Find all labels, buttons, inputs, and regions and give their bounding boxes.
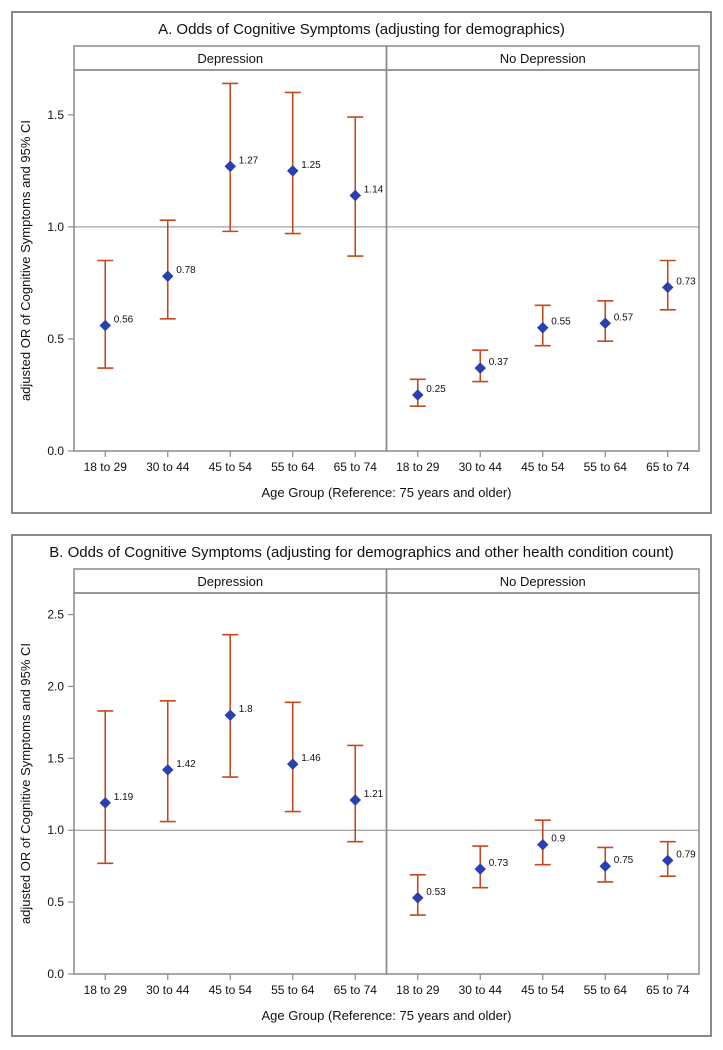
y-tick-label: 1.5: [47, 751, 64, 765]
data-marker: [662, 855, 673, 866]
x-tick-label: 18 to 29: [396, 460, 440, 474]
value-label: 1.21: [364, 789, 384, 800]
x-tick-label: 30 to 44: [459, 983, 503, 997]
y-tick-label: 2.5: [47, 608, 64, 622]
data-marker: [537, 322, 548, 333]
value-label: 0.9: [551, 834, 565, 845]
x-tick-label: 65 to 74: [334, 983, 378, 997]
y-tick-label: 2.0: [47, 679, 64, 693]
x-axis-label: Age Group (Reference: 75 years and older…: [261, 485, 511, 500]
x-tick-label: 30 to 44: [146, 983, 190, 997]
x-axis-label: Age Group (Reference: 75 years and older…: [261, 1008, 511, 1023]
x-tick-label: 45 to 54: [209, 983, 253, 997]
value-label: 0.57: [614, 312, 634, 323]
x-tick-label: 18 to 29: [396, 983, 440, 997]
data-marker: [287, 165, 298, 176]
y-tick-label: 0.5: [47, 332, 64, 346]
panel-title: B. Odds of Cognitive Symptoms (adjusting…: [49, 544, 674, 561]
y-tick-label: 0.5: [47, 895, 64, 909]
value-label: 1.42: [176, 759, 196, 770]
x-tick-label: 30 to 44: [146, 460, 190, 474]
value-label: 1.25: [301, 160, 321, 171]
data-marker: [225, 710, 236, 721]
panel-b-chart: B. Odds of Cognitive Symptoms (adjusting…: [10, 533, 713, 1038]
y-tick-label: 0.0: [47, 967, 64, 981]
data-marker: [662, 282, 673, 293]
data-marker: [412, 892, 423, 903]
x-tick-label: 65 to 74: [646, 460, 690, 474]
y-axis-label: adjusted OR of Cognitive Symptoms and 95…: [18, 643, 33, 924]
data-marker: [537, 839, 548, 850]
data-marker: [287, 759, 298, 770]
data-marker: [100, 797, 111, 808]
value-label: 0.79: [676, 849, 696, 860]
value-label: 0.75: [614, 855, 634, 866]
x-tick-label: 65 to 74: [334, 460, 378, 474]
value-label: 0.55: [551, 317, 571, 328]
value-label: 0.53: [426, 887, 446, 898]
panel-a-chart: A. Odds of Cognitive Symptoms (adjusting…: [10, 10, 713, 515]
x-tick-label: 55 to 64: [584, 983, 628, 997]
value-label: 0.73: [489, 858, 509, 869]
y-tick-label: 1.0: [47, 823, 64, 837]
x-tick-label: 18 to 29: [84, 460, 128, 474]
panel-title: A. Odds of Cognitive Symptoms (adjusting…: [158, 21, 565, 38]
value-label: 0.25: [426, 384, 446, 395]
x-tick-label: 65 to 74: [646, 983, 690, 997]
data-marker: [350, 190, 361, 201]
y-tick-label: 1.5: [47, 108, 64, 122]
x-tick-label: 18 to 29: [84, 983, 128, 997]
value-label: 1.8: [239, 704, 253, 715]
data-marker: [475, 864, 486, 875]
data-marker: [100, 320, 111, 331]
y-tick-label: 0.0: [47, 444, 64, 458]
x-tick-label: 45 to 54: [209, 460, 253, 474]
x-tick-label: 30 to 44: [459, 460, 503, 474]
value-label: 1.27: [239, 155, 259, 166]
value-label: 1.19: [114, 792, 134, 803]
data-marker: [600, 861, 611, 872]
figure-container: A. Odds of Cognitive Symptoms (adjusting…: [10, 10, 713, 1038]
x-tick-label: 45 to 54: [521, 983, 565, 997]
sub-no-depression: No Depression: [500, 51, 586, 66]
value-label: 0.56: [114, 314, 134, 325]
y-axis-label: adjusted OR of Cognitive Symptoms and 95…: [18, 120, 33, 401]
x-tick-label: 45 to 54: [521, 460, 565, 474]
data-marker: [350, 795, 361, 806]
sub-depression: Depression: [197, 574, 263, 589]
data-marker: [162, 764, 173, 775]
y-tick-label: 1.0: [47, 220, 64, 234]
value-label: 0.37: [489, 357, 509, 368]
x-tick-label: 55 to 64: [584, 460, 628, 474]
data-marker: [162, 271, 173, 282]
data-marker: [412, 389, 423, 400]
value-label: 1.14: [364, 185, 384, 196]
x-tick-label: 55 to 64: [271, 460, 315, 474]
sub-depression: Depression: [197, 51, 263, 66]
data-marker: [475, 363, 486, 374]
value-label: 0.78: [176, 265, 196, 276]
x-tick-label: 55 to 64: [271, 983, 315, 997]
value-label: 0.73: [676, 276, 696, 287]
data-marker: [600, 318, 611, 329]
data-marker: [225, 161, 236, 172]
value-label: 1.46: [301, 753, 321, 764]
sub-no-depression: No Depression: [500, 574, 586, 589]
